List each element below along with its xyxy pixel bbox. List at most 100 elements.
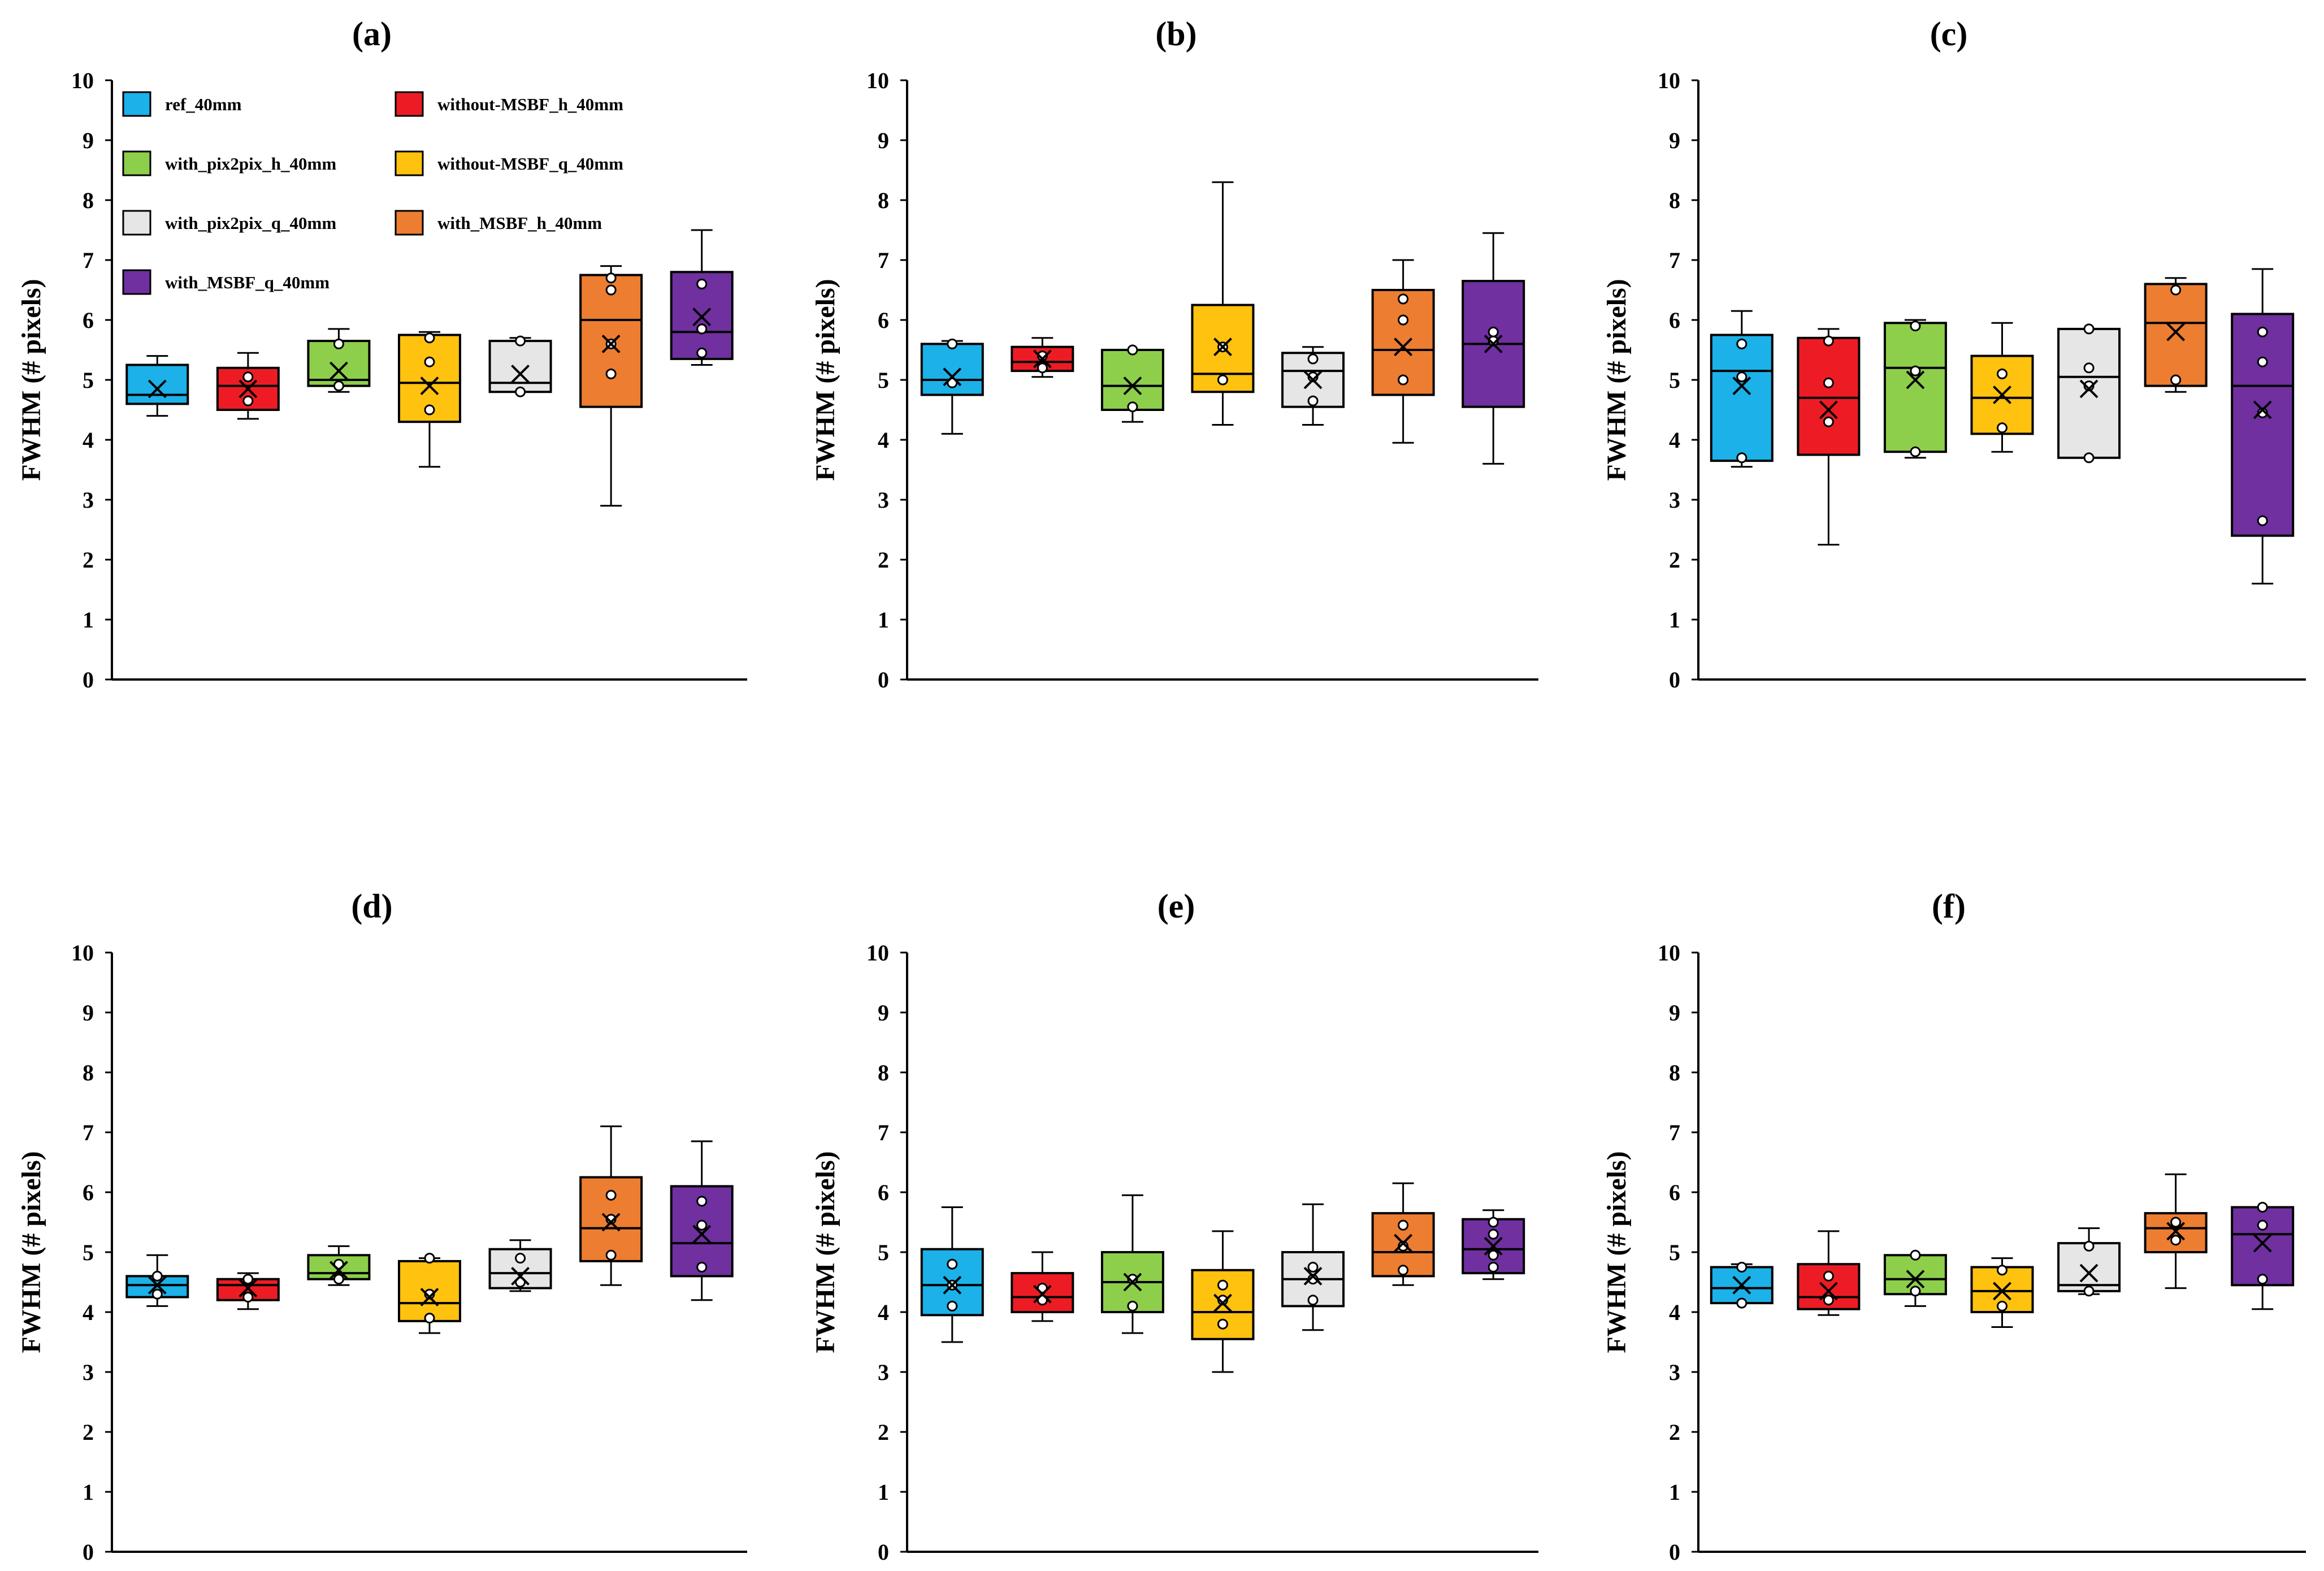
- y-tick-label: 1: [1669, 1479, 1680, 1505]
- data-point: [1736, 1297, 1748, 1309]
- y-tick-label: 2: [83, 1419, 94, 1445]
- box-without-MSBF_h_40mm: [216, 352, 280, 420]
- data-point: [1398, 314, 1409, 326]
- y-tick-label: 10: [866, 940, 889, 966]
- data-point: [242, 1292, 254, 1302]
- mean-marker: [1303, 1266, 1323, 1286]
- data-point: [696, 278, 708, 289]
- data-point: [605, 1249, 617, 1261]
- box-without-MSBF_q_40mm: [398, 331, 461, 468]
- mean-marker: [1394, 1234, 1413, 1253]
- y-tick-label: 2: [1669, 547, 1680, 573]
- y-tick-label: 9: [83, 1000, 94, 1025]
- mean-marker: [148, 1275, 167, 1295]
- data-point: [1307, 1262, 1319, 1273]
- y-tick-label: 3: [1669, 487, 1680, 513]
- legend-swatch: [122, 150, 151, 176]
- data-point: [1823, 1270, 1834, 1282]
- y-tick-label: 6: [1669, 1180, 1680, 1205]
- y-tick-label: 2: [83, 547, 94, 573]
- y-tick-label: 10: [1658, 68, 1680, 93]
- panel-title: (b): [1155, 15, 1196, 53]
- box-body: [2231, 1206, 2295, 1287]
- box-with_MSBF_h_40mm: [579, 265, 643, 507]
- box-ref_40mm: [920, 338, 984, 435]
- box-with_MSBF_q_40mm: [2231, 1202, 2295, 1310]
- y-tick-label: 5: [1669, 1240, 1680, 1265]
- data-point: [424, 332, 435, 344]
- legend-item: with_pix2pix_q_40mm: [122, 210, 336, 236]
- box-with_pix2pix_q_40mm: [488, 1239, 552, 1292]
- data-point: [515, 335, 526, 347]
- mean-marker: [420, 376, 439, 396]
- y-tick-label: 3: [83, 1360, 94, 1385]
- data-point: [424, 1253, 435, 1264]
- data-point: [1398, 1265, 1409, 1276]
- mean-marker: [692, 1224, 712, 1244]
- legend-label: ref_40mm: [165, 94, 242, 114]
- data-point: [2083, 1286, 2095, 1297]
- mean-marker: [2253, 400, 2272, 419]
- data-point: [242, 371, 254, 383]
- y-tick-label: 0: [83, 1539, 94, 1565]
- box-body: [1883, 322, 1947, 453]
- mean-marker: [1906, 370, 1925, 389]
- data-point: [1910, 446, 1921, 457]
- y-tick-label: 9: [83, 128, 94, 153]
- y-tick-label: 8: [878, 1060, 889, 1085]
- box-without-MSBF_q_40mm: [1970, 1257, 2034, 1328]
- mean-marker: [511, 1266, 530, 1286]
- data-point: [1736, 1262, 1748, 1273]
- y-tick-label: 5: [83, 367, 94, 393]
- panel-title: (c): [1930, 15, 1968, 53]
- y-tick-label: 1: [878, 607, 889, 633]
- data-point: [1037, 362, 1048, 374]
- data-point: [605, 272, 617, 284]
- box-with_pix2pix_h_40mm: [1883, 1249, 1947, 1307]
- y-tick-label: 9: [1669, 128, 1680, 153]
- data-point: [2257, 1202, 2268, 1213]
- y-tick-label: 1: [1669, 607, 1680, 633]
- box-with_pix2pix_h_40mm: [307, 328, 371, 393]
- data-point: [1307, 395, 1319, 406]
- data-point: [696, 1262, 708, 1273]
- box-ref_40mm: [1710, 310, 1774, 468]
- mean-marker: [511, 364, 530, 383]
- box-with_MSBF_q_40mm: [670, 1140, 734, 1301]
- data-point: [333, 1274, 344, 1285]
- data-point: [1307, 1295, 1319, 1306]
- y-tick-label: 3: [878, 1360, 889, 1385]
- data-point: [696, 323, 708, 335]
- y-tick-label: 8: [83, 1060, 94, 1085]
- data-point: [515, 1253, 526, 1264]
- data-point: [1217, 374, 1228, 386]
- data-point: [424, 1313, 435, 1324]
- box-ref_40mm: [1710, 1262, 1774, 1309]
- y-tick-label: 3: [878, 487, 889, 513]
- legend-label: with_MSBF_q_40mm: [165, 272, 329, 292]
- data-point: [1217, 1318, 1228, 1330]
- panel-c: (c) FWHM (# pixels) 0 1 2 3 4 5 6 7 8 9 10: [1602, 15, 2306, 693]
- data-point: [515, 386, 526, 397]
- legend-swatch: [122, 91, 151, 117]
- y-tick-label: 7: [83, 248, 94, 273]
- y-tick-label: 7: [878, 1120, 889, 1145]
- y-axis-label: FWHM (# pixels): [810, 279, 840, 481]
- y-tick-label: 4: [83, 427, 94, 453]
- box-body: [1797, 336, 1861, 456]
- y-tick-label: 7: [83, 1120, 94, 1145]
- y-tick-label: 1: [83, 607, 94, 633]
- y-tick-label: 8: [1669, 188, 1680, 213]
- y-tick-label: 10: [71, 940, 94, 966]
- y-axis-label: FWHM (# pixels): [16, 279, 46, 481]
- data-point: [1307, 353, 1319, 365]
- y-tick-label: 10: [71, 68, 94, 93]
- mean-marker: [943, 1275, 962, 1295]
- mean-marker: [692, 308, 712, 327]
- mean-marker: [1732, 1275, 1751, 1295]
- data-point: [1398, 1219, 1409, 1231]
- box-with_pix2pix_q_40mm: [1281, 346, 1345, 426]
- y-tick-label: 2: [878, 547, 889, 573]
- legend: ref_40mm without-MSBF_h_40mm with_pix2pix_…: [122, 91, 623, 295]
- mean-marker: [148, 379, 167, 399]
